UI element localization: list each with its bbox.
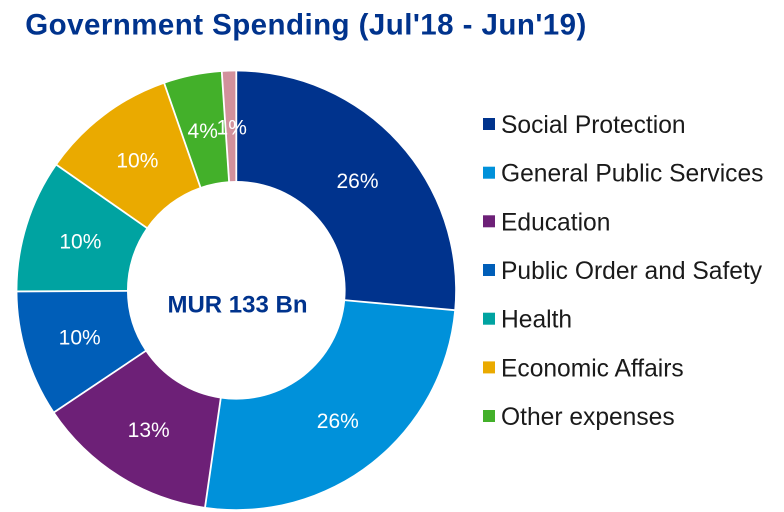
svg-text:MUR 133 Bn: MUR 133 Bn <box>167 292 307 319</box>
svg-text:General Public Services: General Public Services <box>501 161 763 188</box>
svg-text:26%: 26% <box>317 410 359 433</box>
svg-text:Economic Affairs: Economic Affairs <box>501 355 684 382</box>
svg-text:Public Order and Safety: Public Order and Safety <box>501 258 763 285</box>
svg-text:26%: 26% <box>336 170 378 193</box>
svg-text:10%: 10% <box>59 231 101 254</box>
svg-text:4%: 4% <box>188 120 218 143</box>
svg-text:Education: Education <box>501 209 610 236</box>
svg-text:10%: 10% <box>59 327 101 350</box>
svg-text:Other expenses: Other expenses <box>501 404 675 431</box>
svg-text:Social Protection: Social Protection <box>501 112 686 139</box>
svg-text:Government Spending (Jul'18 -: Government Spending (Jul'18 - Jun'19) <box>25 8 586 41</box>
svg-text:1%: 1% <box>217 116 247 139</box>
svg-text:Health: Health <box>501 307 572 334</box>
svg-text:10%: 10% <box>116 150 158 173</box>
svg-text:13%: 13% <box>128 419 170 442</box>
